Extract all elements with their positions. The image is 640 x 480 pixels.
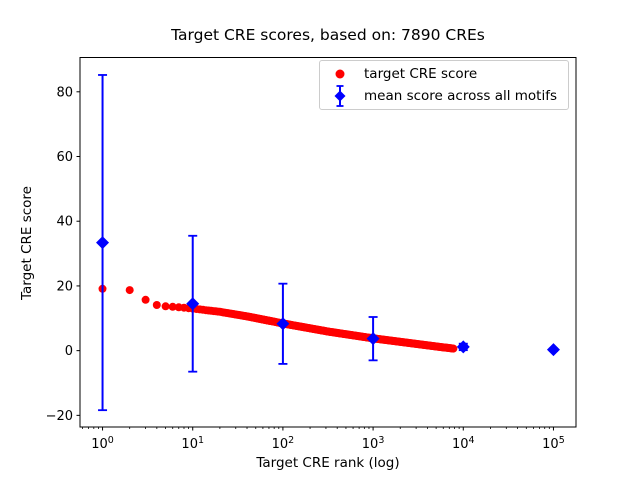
blue-series (96, 74, 560, 412)
x-tick-label: 101 (181, 435, 204, 452)
y-tick-label: −20 (46, 409, 73, 424)
y-axis-ticks: −20 0 20 40 60 80 (46, 85, 80, 424)
red-scatter-point (141, 295, 150, 304)
red-scatter-point (168, 302, 177, 311)
x-tick-label: 103 (362, 435, 385, 452)
x-tick-label: 105 (542, 435, 565, 452)
chart-title: Target CRE scores, based on: 7890 CREs (171, 26, 485, 44)
red-scatter-point (125, 286, 134, 295)
red-scatter-point (152, 301, 161, 309)
blue-diamond-point (366, 332, 380, 346)
legend-entry-label: target CRE score (364, 66, 478, 82)
legend-blue-diamond-icon (320, 84, 360, 108)
red-scatter-point (161, 302, 170, 311)
red-series (98, 284, 458, 353)
blue-diamond-point (186, 297, 200, 311)
legend-entry-label: mean score across all motifs (364, 88, 558, 104)
red-scatter-point (449, 344, 458, 353)
legend-entry-mean-score: mean score across all motifs (320, 85, 568, 107)
y-tick-label: 60 (56, 150, 73, 165)
x-tick-label: 104 (452, 435, 475, 452)
y-tick-label: 20 (56, 279, 73, 294)
axes-frame (79, 57, 577, 428)
blue-diamond-point (96, 236, 110, 250)
x-tick-label: 100 (91, 435, 114, 452)
x-axis-label: Target CRE rank (log) (256, 455, 400, 471)
y-tick-label: 40 (56, 215, 73, 230)
x-tick-label: 102 (272, 435, 295, 452)
legend: target CRE score mean score across all m… (319, 60, 569, 110)
y-axis-label: Target CRE score (19, 186, 35, 300)
blue-diamond-point (276, 317, 290, 331)
x-axis-ticks: 100 101 102 103 104 105 (82, 427, 565, 452)
legend-red-dot-icon (320, 67, 360, 81)
blue-diamond-point (546, 343, 560, 357)
legend-entry-target-cre-score: target CRE score (320, 63, 568, 85)
blue-diamond-point (456, 340, 470, 354)
y-tick-label: 80 (56, 85, 73, 100)
y-tick-label: 0 (65, 344, 73, 359)
